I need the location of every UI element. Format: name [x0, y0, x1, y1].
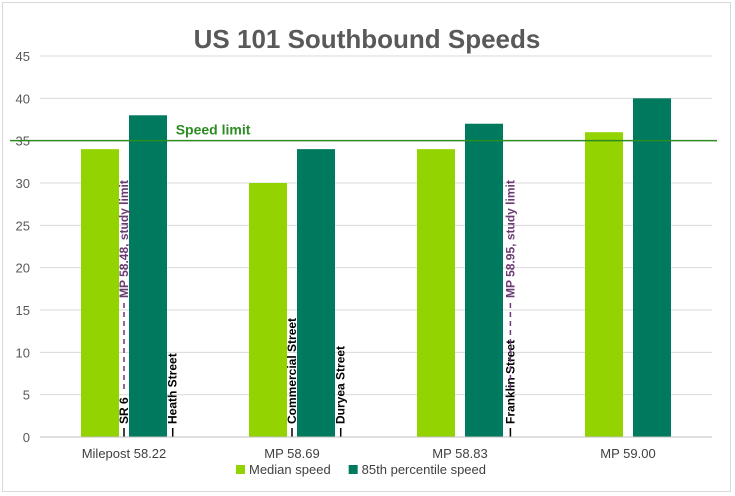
annotation-0: SR 6: [117, 397, 131, 437]
bar-85th-0: [129, 115, 167, 438]
annotation-3: Commercial Street: [285, 318, 299, 437]
x-tick-label: Milepost 58.22: [82, 446, 167, 461]
annotation-label: Commercial Street: [285, 318, 299, 424]
bar-85th-2: [465, 123, 503, 437]
x-tick-label: MP 58.69: [264, 446, 319, 461]
y-tick-label: 30: [16, 176, 30, 191]
legend: Median speed 85th percentile speed: [236, 462, 486, 477]
annotation-label: MP 58.48, study limit: [117, 180, 131, 298]
chart-title: US 101 Southbound Speeds: [194, 24, 541, 54]
y-tick-label: 40: [16, 91, 30, 106]
annotation-label: Heath Street: [166, 353, 180, 424]
annotation-label: MP 58.95, study limit: [503, 180, 517, 298]
y-tick-label: 10: [16, 345, 30, 360]
legend-swatch: [348, 465, 358, 474]
y-tick-label: 25: [16, 218, 30, 233]
x-axis: Milepost 58.22 MP 58.69 MP 58.83 MP 59.00: [40, 436, 712, 461]
y-tick-label: 0: [23, 430, 30, 445]
annotation-label: Duryea Street: [334, 346, 348, 424]
bar-median-3: [585, 132, 623, 437]
speed-limit-line: Speed limit: [10, 122, 717, 142]
y-tick-label: 5: [23, 388, 30, 403]
x-tick-label: MP 59.00: [600, 446, 655, 461]
x-tick-label: MP 58.83: [432, 446, 487, 461]
y-tick-label: 15: [16, 303, 30, 318]
bar-median-2: [417, 149, 455, 437]
annotations: SR 6 MP 58.48, study limit Heath Street Com…: [117, 180, 517, 437]
bar-median-1: [249, 183, 287, 437]
annotation-4: Duryea Street: [334, 346, 348, 437]
legend-label: Median speed: [249, 462, 331, 477]
annotation-label: SR 6: [117, 397, 131, 424]
bar-median-0: [81, 149, 119, 437]
annotation-label: Franklin Street: [503, 340, 517, 424]
bar-85th-3: [633, 98, 671, 437]
annotation-1: MP 58.48, study limit: [117, 180, 131, 393]
annotation-5: Franklin Street: [503, 340, 517, 437]
y-tick-label: 45: [16, 49, 30, 64]
speed-limit-label: Speed limit: [176, 122, 251, 138]
annotation-6: MP 58.95, study limit: [503, 180, 517, 393]
legend-swatch: [236, 465, 245, 474]
y-tick-label: 20: [16, 261, 30, 276]
bars: [81, 98, 671, 438]
bar-85th-1: [297, 149, 335, 437]
annotation-2: Heath Street: [166, 353, 180, 437]
legend-label: 85th percentile speed: [362, 462, 486, 477]
